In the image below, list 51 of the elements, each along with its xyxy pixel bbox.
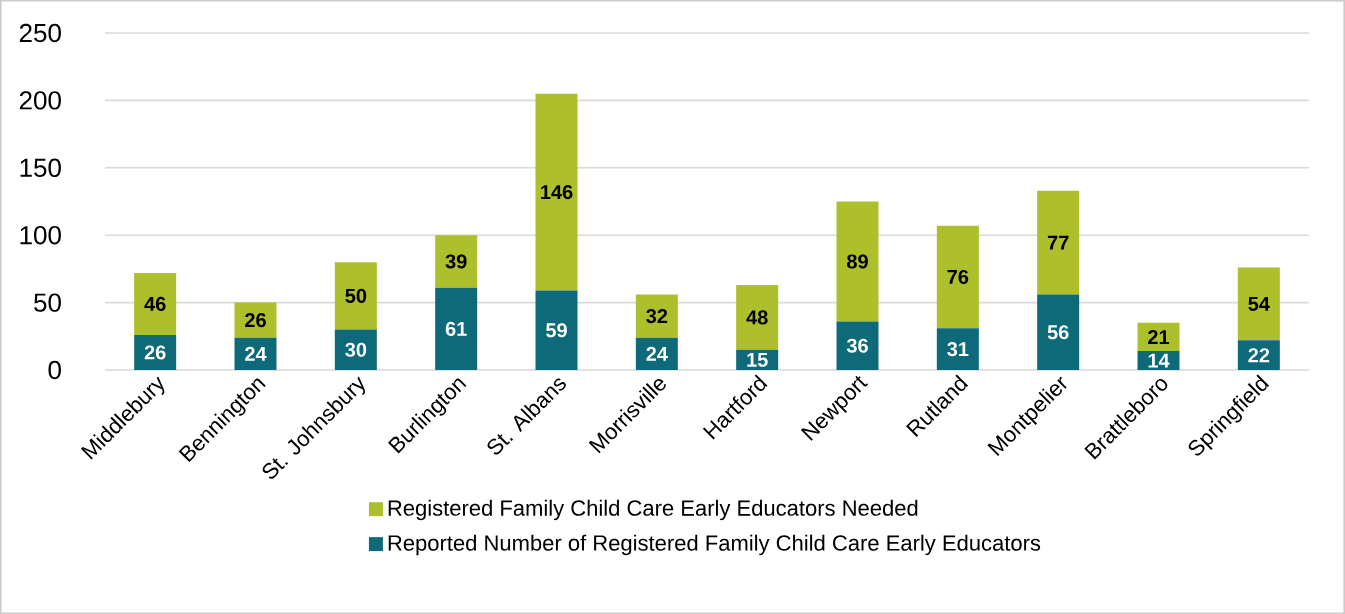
bar xyxy=(1237,267,1280,341)
y-tick-label: 200 xyxy=(19,91,61,110)
legend-label: Registered Family Child Care Early Educators Needed xyxy=(388,499,918,521)
bar xyxy=(736,285,779,350)
bar xyxy=(836,321,879,370)
y-tick-label: 0 xyxy=(48,360,61,380)
data-label: 46 xyxy=(144,296,166,312)
data-label: 76 xyxy=(947,269,969,285)
data-label: 77 xyxy=(1047,235,1069,250)
data-label: 30 xyxy=(345,342,367,357)
data-label: 14 xyxy=(1148,353,1170,368)
bar xyxy=(535,93,578,291)
bar xyxy=(936,225,979,329)
bar xyxy=(435,235,478,288)
data-label: 31 xyxy=(947,342,969,357)
bar xyxy=(836,201,879,322)
data-label: 24 xyxy=(646,346,668,361)
y-tick-label: 50 xyxy=(34,293,61,312)
data-label: 39 xyxy=(445,254,467,269)
data-label: 89 xyxy=(847,254,868,269)
y-tick-label: 250 xyxy=(19,23,61,43)
y-tick-label: 100 xyxy=(20,225,61,245)
data-label: 48 xyxy=(746,310,768,325)
data-label: 50 xyxy=(345,288,367,303)
data-label: 15 xyxy=(747,352,768,367)
data-label: 54 xyxy=(1248,296,1270,311)
bar xyxy=(435,287,478,370)
data-label: 24 xyxy=(245,346,267,361)
data-label: 26 xyxy=(144,345,166,360)
y-tick-label: 150 xyxy=(20,158,61,177)
data-label: 21 xyxy=(1148,329,1170,344)
bar xyxy=(936,328,979,370)
bar xyxy=(1237,340,1280,370)
data-label: 36 xyxy=(846,338,868,353)
data-label: 22 xyxy=(1248,348,1270,363)
bar xyxy=(134,272,177,335)
bar xyxy=(535,290,578,370)
data-label: 56 xyxy=(1047,325,1069,340)
data-label: 32 xyxy=(646,308,668,324)
bar xyxy=(234,302,277,338)
data-label: 26 xyxy=(245,313,266,328)
bar xyxy=(1037,190,1080,295)
data-label: 61 xyxy=(445,321,467,336)
bar xyxy=(1037,294,1080,370)
bar xyxy=(635,294,678,338)
legend-label: Reported Number of Registered Family Child Care Early Educators xyxy=(388,534,1041,556)
bar xyxy=(334,329,377,370)
bar xyxy=(134,334,177,370)
data-label: 59 xyxy=(546,323,567,338)
bar xyxy=(334,262,377,330)
data-label: 146 xyxy=(541,184,573,200)
